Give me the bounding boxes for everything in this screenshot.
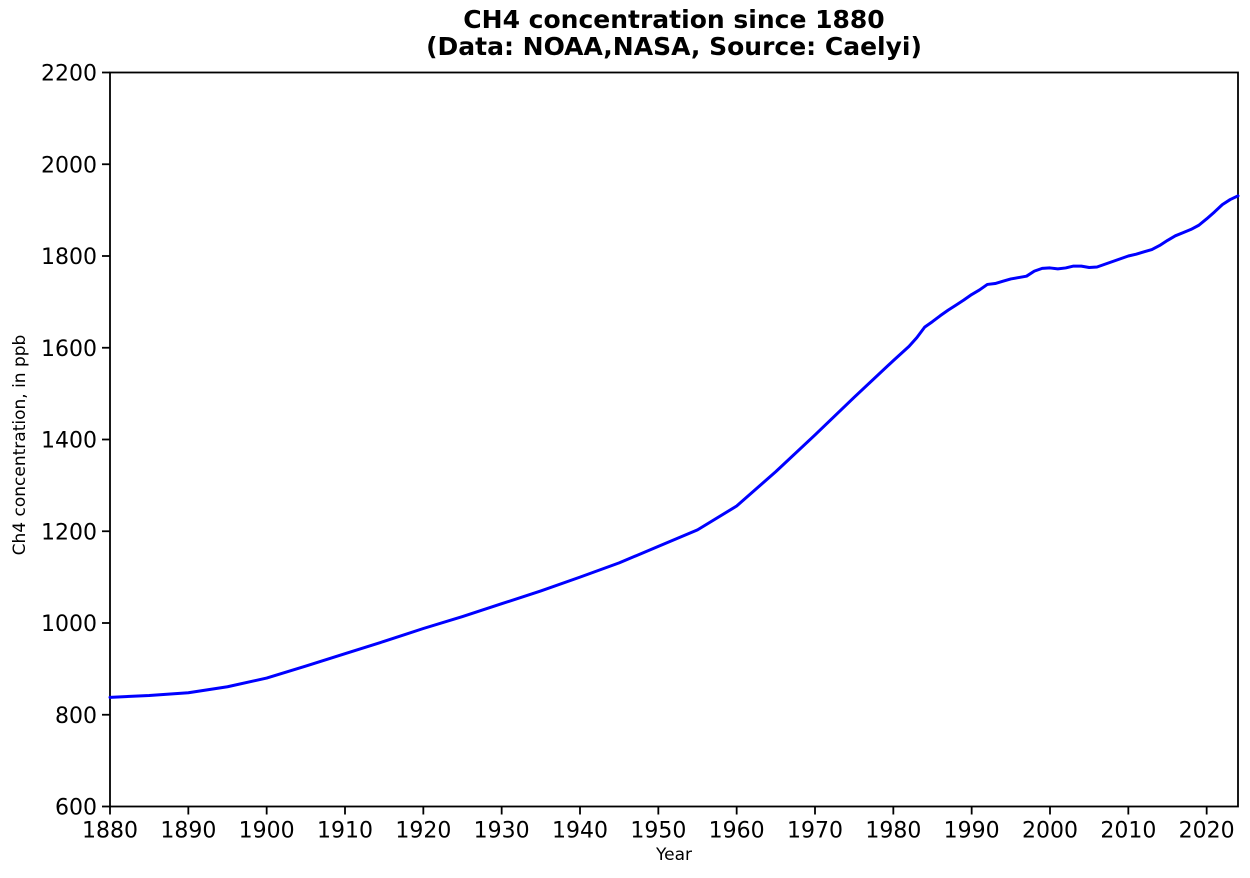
y-tick-label: 1600 — [41, 337, 97, 362]
x-axis-label: Year — [656, 845, 692, 865]
ch4-data-line — [108, 194, 1240, 699]
axes-spines — [109, 71, 1239, 808]
x-tick-label: 2020 — [1179, 819, 1235, 844]
x-tick-label: 1980 — [865, 819, 921, 844]
y-tick-label: 1400 — [41, 429, 97, 454]
x-tick-label: 2010 — [1100, 819, 1156, 844]
x-tick-label: 1920 — [395, 819, 451, 844]
y-tick-label: 1200 — [41, 520, 97, 545]
x-tick-label: 1940 — [552, 819, 608, 844]
x-tick-label: 1960 — [709, 819, 765, 844]
chart-subtitle: (Data: NOAA,NASA, Source: Caelyi) — [426, 32, 922, 61]
y-tick-label: 600 — [55, 796, 97, 821]
y-tick-label: 2000 — [41, 153, 97, 178]
x-tick-label: 1890 — [160, 819, 216, 844]
x-tick-label: 2000 — [1022, 819, 1078, 844]
x-tick-label: 1930 — [474, 819, 530, 844]
x-tick-label: 1880 — [82, 819, 138, 844]
x-tick-label: 1990 — [944, 819, 1000, 844]
y-tick-label: 2200 — [41, 62, 97, 87]
chart-title-block: CH4 concentration since 1880 (Data: NOAA… — [426, 6, 922, 60]
y-axis-label: Ch4 concentration, in ppb — [10, 334, 30, 556]
y-tick-label: 1000 — [41, 612, 97, 637]
y-tick-label: 800 — [55, 704, 97, 729]
x-tick-label: 1900 — [239, 819, 295, 844]
x-tick-label: 1910 — [317, 819, 373, 844]
chart-title: CH4 concentration since 1880 — [463, 5, 885, 34]
y-tick-label: 1800 — [41, 245, 97, 270]
x-tick-label: 1970 — [787, 819, 843, 844]
x-tick-label: 1950 — [630, 819, 686, 844]
